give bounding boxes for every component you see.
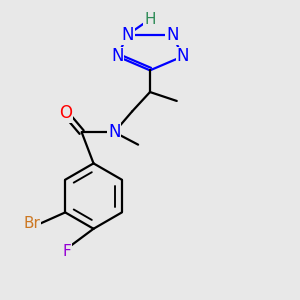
Text: N: N [108,123,121,141]
Text: F: F [62,244,71,259]
Text: Br: Br [24,216,40,231]
Text: N: N [122,26,134,44]
Text: N: N [166,26,178,44]
Text: N: N [176,47,189,65]
Text: H: H [144,12,156,27]
Text: O: O [59,104,72,122]
Text: N: N [111,47,124,65]
